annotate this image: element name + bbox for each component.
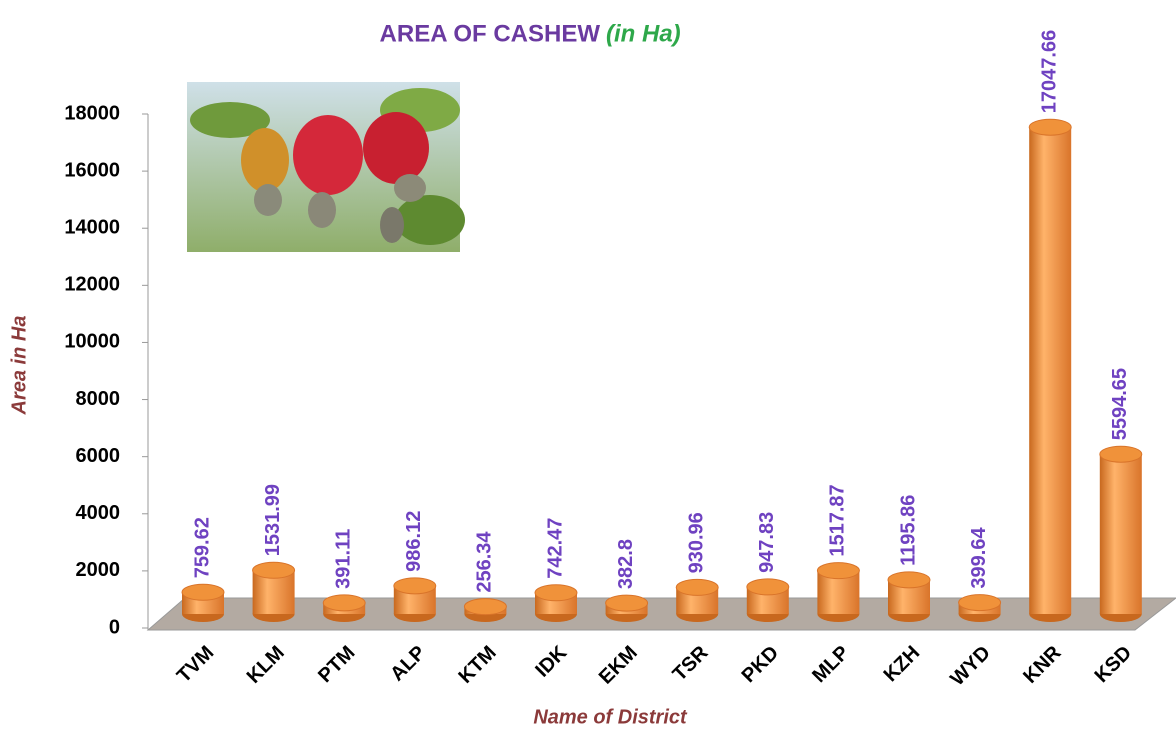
bar	[394, 578, 436, 622]
x-tick-label: EKM	[595, 642, 642, 689]
value-label: 382.8	[615, 539, 637, 589]
x-tick-label: KTM	[454, 642, 500, 688]
value-label: 17047.66	[1038, 30, 1060, 113]
x-axis-label: Name of District	[533, 706, 688, 728]
bar	[1100, 446, 1142, 622]
value-label: 986.12	[403, 511, 425, 572]
value-label: 1195.86	[897, 495, 919, 566]
value-label: 1531.99	[262, 484, 284, 556]
x-tick-label: KSD	[1091, 642, 1136, 687]
y-tick-label: 0	[109, 616, 120, 638]
bar	[464, 599, 506, 622]
y-tick-label: 12000	[64, 274, 120, 296]
value-label: 391.11	[332, 529, 354, 589]
floor	[148, 598, 1176, 630]
photo	[187, 82, 465, 252]
bar	[1029, 119, 1071, 622]
y-tick-label: 8000	[76, 388, 121, 410]
x-tick-label: PKD	[738, 642, 783, 687]
x-tick-label: ALP	[386, 642, 430, 686]
y-tick-label: 6000	[76, 445, 121, 467]
chart: AREA OF CASHEW (in Ha) Area in Ha Name o…	[0, 0, 1176, 733]
value-label: 1517.87	[827, 484, 849, 556]
y-tick-label: 16000	[64, 159, 120, 181]
value-label: 742.47	[544, 518, 566, 579]
x-tick-label: IDK	[531, 641, 571, 681]
x-tick-label: KNR	[1019, 641, 1066, 688]
value-label: 947.83	[756, 512, 778, 573]
y-tick-label: 4000	[76, 502, 121, 524]
chart-title: AREA OF CASHEW	[380, 20, 601, 47]
x-tick-label: PTM	[314, 642, 359, 687]
value-label: 759.62	[191, 517, 213, 578]
bar	[606, 595, 648, 622]
chart-subtitle: (in Ha)	[606, 20, 681, 47]
y-tick-label: 14000	[64, 217, 120, 239]
y-tick-label: 10000	[64, 331, 120, 353]
x-tick-label: KLM	[243, 642, 289, 688]
bar	[817, 563, 859, 622]
bar	[253, 562, 295, 622]
bar	[182, 584, 224, 622]
bar	[323, 595, 365, 622]
bar	[888, 572, 930, 622]
bar	[535, 585, 577, 622]
value-label: 5594.65	[1109, 368, 1131, 440]
value-label: 399.64	[968, 527, 990, 589]
bar	[959, 595, 1001, 622]
y-axis-label: Area in Ha	[8, 316, 30, 416]
bar	[747, 579, 789, 622]
value-label: 930.96	[685, 512, 707, 573]
bar	[676, 579, 718, 622]
y-tick-label: 18000	[64, 102, 120, 124]
x-tick-label: MLP	[808, 642, 853, 687]
x-tick-label: WYD	[946, 642, 995, 691]
y-tick-label: 2000	[76, 559, 121, 581]
x-tick-label: TSR	[669, 641, 713, 685]
x-tick-label: TVM	[173, 642, 218, 687]
value-label: 256.34	[474, 531, 496, 593]
x-tick-label: KZH	[880, 642, 925, 687]
